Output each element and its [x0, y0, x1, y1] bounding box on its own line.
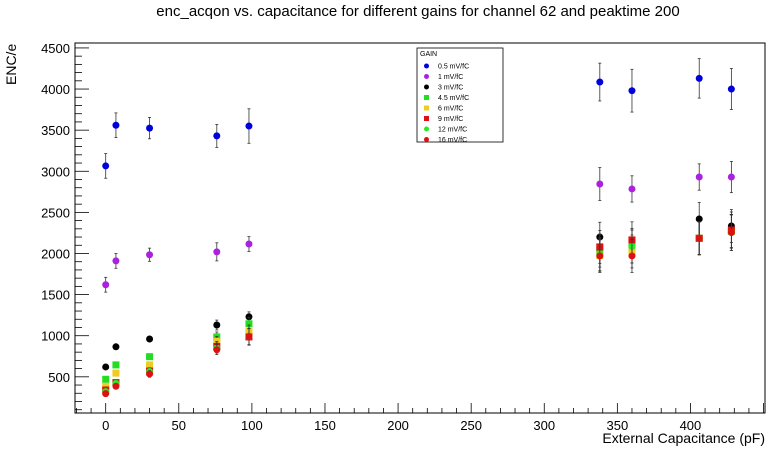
- data-point: [727, 173, 735, 181]
- x-tick-label: 50: [172, 418, 186, 433]
- data-point: [102, 363, 110, 371]
- data-point: [146, 251, 154, 259]
- data-point: [628, 185, 636, 193]
- legend-label: 4.5 mV/fC: [438, 95, 469, 102]
- data-point: [695, 173, 703, 181]
- legend-marker: [424, 84, 429, 90]
- data-point: [112, 343, 120, 351]
- data-point: [146, 361, 154, 369]
- y-tick-label: 3000: [41, 164, 70, 179]
- legend-label: 9 mV/fC: [438, 116, 463, 123]
- data-point: [102, 390, 110, 398]
- data-point: [727, 85, 735, 93]
- data-point: [213, 132, 221, 140]
- series-6-mv-fc: [102, 214, 735, 390]
- data-point: [112, 361, 120, 369]
- x-tick-label: 300: [533, 418, 555, 433]
- legend-marker: [424, 126, 429, 132]
- legend-label: 16 mV/fC: [438, 137, 467, 144]
- legend-marker: [424, 95, 429, 100]
- data-point: [146, 335, 154, 343]
- legend-title: GAIN: [420, 51, 437, 58]
- data-point: [596, 252, 604, 260]
- data-point: [245, 313, 253, 321]
- data-point: [245, 122, 253, 130]
- legend-marker: [424, 63, 429, 69]
- legend-label: 6 mV/fC: [438, 106, 463, 113]
- y-tick-label: 4500: [41, 41, 70, 56]
- series-12-mv-fc: [102, 214, 735, 396]
- data-point: [245, 240, 253, 248]
- data-point: [112, 382, 120, 390]
- y-axis-label: ENC/e: [3, 44, 19, 85]
- y-tick-label: 500: [48, 370, 70, 385]
- data-point: [596, 78, 604, 86]
- legend-label: 12 mV/fC: [438, 127, 467, 134]
- series-9-mv-fc: [102, 211, 735, 394]
- x-tick-label: 150: [314, 418, 336, 433]
- data-point: [628, 87, 636, 95]
- data-point: [146, 370, 154, 378]
- y-tick-label: 2500: [41, 205, 70, 220]
- data-point: [695, 215, 703, 223]
- x-tick-label: 0: [102, 418, 109, 433]
- data-point: [102, 281, 110, 289]
- data-point: [695, 234, 703, 242]
- legend-box: [416, 47, 504, 143]
- series-3-mv-fc: [102, 202, 735, 371]
- y-tick-label: 1000: [41, 329, 70, 344]
- data-point: [213, 248, 221, 256]
- data-point: [245, 333, 253, 341]
- data-point: [695, 74, 703, 82]
- data-point: [596, 180, 604, 188]
- x-tick-label: 400: [680, 418, 702, 433]
- data-point: [102, 162, 110, 170]
- data-point: [245, 320, 253, 328]
- data-point: [213, 321, 221, 329]
- legend-label: 3 mV/fC: [438, 85, 463, 92]
- y-tick-label: 4000: [41, 82, 70, 97]
- legend-label: 0.5 mV/fC: [438, 64, 469, 71]
- y-tick-label: 3500: [41, 123, 70, 138]
- series-4-5-mv-fc: [102, 214, 735, 383]
- data-point: [102, 375, 110, 383]
- x-tick-label: 200: [387, 418, 409, 433]
- x-tick-label: 250: [460, 418, 482, 433]
- data-point: [628, 252, 636, 260]
- y-tick-label: 2000: [41, 246, 70, 261]
- chart-title: enc_acqon vs. capacitance for different …: [156, 3, 679, 20]
- data-point: [112, 257, 120, 265]
- series-0-5-mv-fc: [102, 58, 735, 179]
- plot-frame: [74, 42, 766, 414]
- legend-marker: [424, 74, 429, 79]
- series-16-mv-fc: [102, 214, 735, 398]
- series-1-mv-fc: [102, 160, 735, 293]
- data-point: [102, 382, 110, 390]
- data-point: [146, 124, 154, 132]
- data-point: [213, 346, 221, 354]
- data-point: [727, 229, 735, 237]
- legend-marker: [424, 137, 429, 142]
- data-point: [146, 353, 154, 361]
- legend: GAIN 0.5 mV/fC 1 mV/fC 3 mV/fC 4.5 mV/fC 6 m…: [416, 47, 504, 144]
- data-point: [112, 369, 120, 377]
- x-axis-label: External Capacitance (pF): [602, 430, 765, 446]
- x-tick-label: 350: [607, 418, 629, 433]
- x-tick-label: 100: [241, 418, 263, 433]
- legend-marker: [424, 116, 429, 121]
- legend-label: 1 mV/fC: [438, 74, 463, 81]
- y-tick-label: 1500: [41, 288, 70, 303]
- data-point: [112, 121, 120, 129]
- legend-marker: [424, 105, 429, 111]
